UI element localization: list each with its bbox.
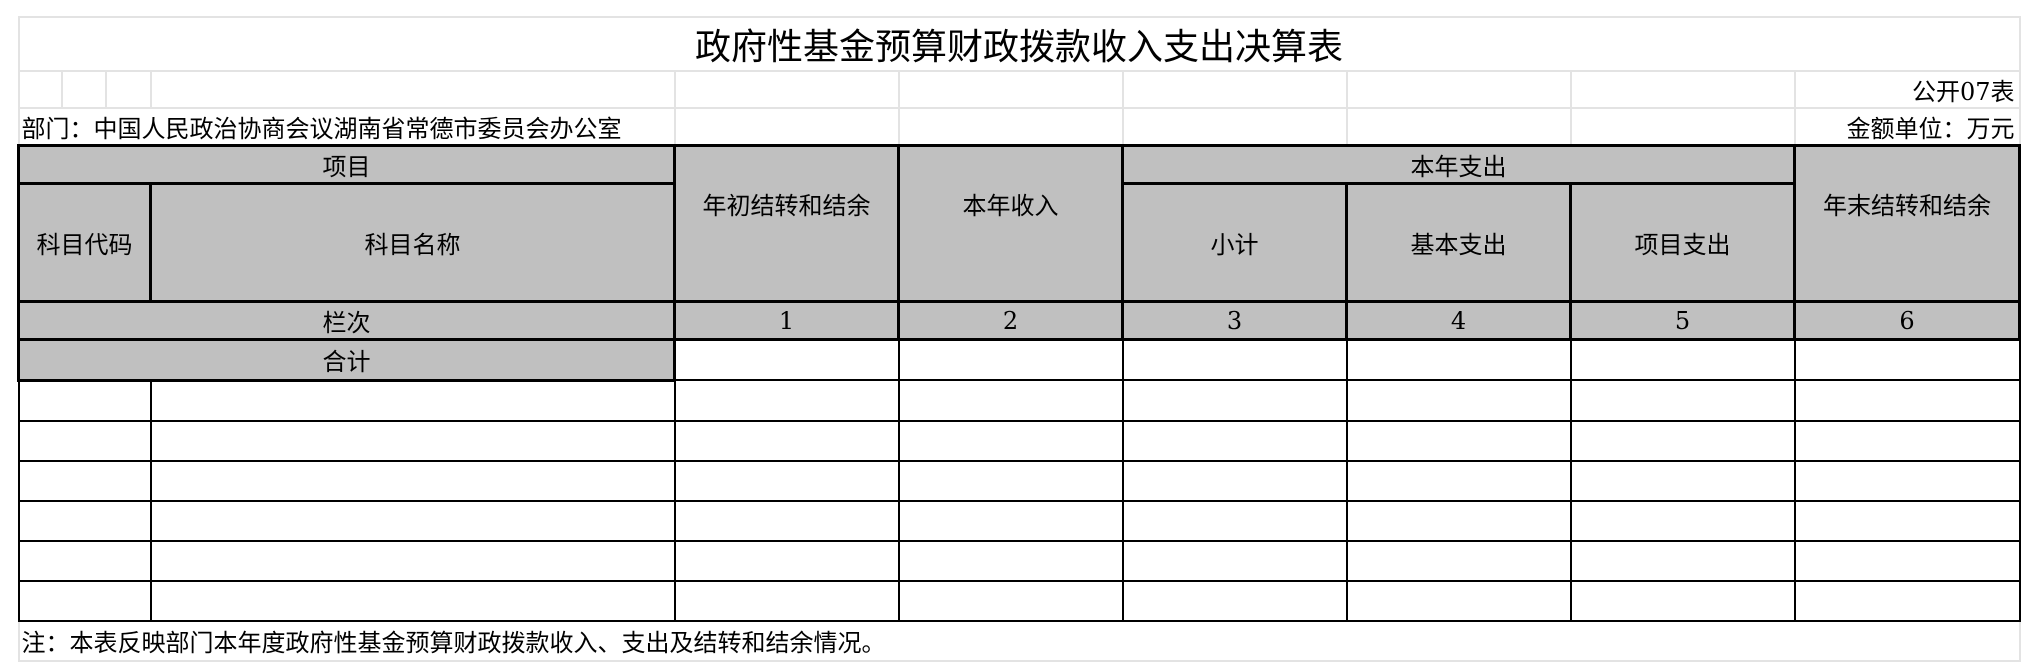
data-cell[interactable] xyxy=(1569,499,1796,542)
data-cell[interactable] xyxy=(1121,459,1348,502)
data-cell[interactable] xyxy=(673,459,900,502)
data-cell[interactable] xyxy=(897,419,1124,462)
empty-cell xyxy=(673,70,900,109)
header-subtotal: 小计 xyxy=(1121,182,1348,303)
data-cell[interactable] xyxy=(17,579,152,622)
empty-cell xyxy=(1121,107,1348,147)
total-row: 合计 xyxy=(17,338,2021,382)
data-cell[interactable] xyxy=(1345,459,1572,502)
data-cell[interactable] xyxy=(17,419,152,462)
data-cell[interactable] xyxy=(149,419,676,462)
header-closing-balance: 年末结转和结余 xyxy=(1793,144,2021,303)
header-subject-code: 科目代码 xyxy=(17,182,152,303)
header-item: 项目 xyxy=(17,144,676,185)
table-row xyxy=(17,579,2021,622)
empty-cell xyxy=(17,70,63,109)
budget-table: 政府性基金预算财政拨款收入支出决算表 公开07表 部门：中国人民政治协商会议湖南… xyxy=(17,16,2021,662)
data-cell[interactable] xyxy=(1121,539,1348,582)
data-cell[interactable] xyxy=(1793,379,2021,422)
data-cell[interactable] xyxy=(17,539,152,582)
total-label: 合计 xyxy=(17,338,676,382)
empty-cell xyxy=(1345,107,1572,147)
data-cell[interactable] xyxy=(1121,579,1348,622)
header-current-expense: 本年支出 xyxy=(1121,144,1796,185)
header-opening-balance: 年初结转和结余 xyxy=(673,144,900,303)
table-row xyxy=(17,459,2021,502)
table-row xyxy=(17,379,2021,422)
data-cell[interactable] xyxy=(1793,579,2021,622)
header-subject-name: 科目名称 xyxy=(149,182,676,303)
empty-cell xyxy=(1569,107,1796,147)
data-cell[interactable] xyxy=(1345,419,1572,462)
empty-cell xyxy=(1345,70,1572,109)
header-project-expense: 项目支出 xyxy=(1569,182,1796,303)
data-cell[interactable] xyxy=(1793,419,2021,462)
data-cell[interactable] xyxy=(149,499,676,542)
empty-cell xyxy=(1121,70,1348,109)
data-cell[interactable] xyxy=(1569,419,1796,462)
column-index-label: 栏次 xyxy=(17,300,676,341)
empty-cell xyxy=(673,107,900,147)
data-cell[interactable] xyxy=(897,539,1124,582)
total-cell[interactable] xyxy=(1121,338,1348,381)
column-number: 6 xyxy=(1793,300,2021,341)
department-label: 部门：中国人民政治协商会议湖南省常德市委员会办公室 xyxy=(17,107,676,147)
data-cell[interactable] xyxy=(149,539,676,582)
data-cell[interactable] xyxy=(897,379,1124,422)
total-cell[interactable] xyxy=(673,338,900,381)
data-cell[interactable] xyxy=(673,419,900,462)
total-cell[interactable] xyxy=(897,338,1124,381)
column-number: 5 xyxy=(1569,300,1796,341)
data-cell[interactable] xyxy=(1121,379,1348,422)
data-cell[interactable] xyxy=(1345,579,1572,622)
data-cell[interactable] xyxy=(1569,539,1796,582)
data-cell[interactable] xyxy=(673,539,900,582)
data-cell[interactable] xyxy=(1345,539,1572,582)
table-row xyxy=(17,419,2021,462)
column-number: 3 xyxy=(1121,300,1348,341)
data-cell[interactable] xyxy=(897,459,1124,502)
header-current-income: 本年收入 xyxy=(897,144,1124,303)
data-cell[interactable] xyxy=(1793,459,2021,502)
data-cell[interactable] xyxy=(17,499,152,542)
data-cell[interactable] xyxy=(17,379,152,422)
unit-label: 金额单位：万元 xyxy=(1793,107,2021,147)
data-cell[interactable] xyxy=(673,499,900,542)
empty-cell xyxy=(1569,70,1796,109)
data-cell[interactable] xyxy=(17,459,152,502)
data-cell[interactable] xyxy=(149,459,676,502)
empty-cell xyxy=(897,107,1124,147)
data-cell[interactable] xyxy=(149,379,676,422)
empty-cell xyxy=(104,70,152,109)
column-number: 1 xyxy=(673,300,900,341)
data-cell[interactable] xyxy=(1121,419,1348,462)
data-cell[interactable] xyxy=(1345,499,1572,542)
data-cell[interactable] xyxy=(673,379,900,422)
data-cell[interactable] xyxy=(1569,579,1796,622)
data-cell[interactable] xyxy=(149,579,676,622)
data-cell[interactable] xyxy=(897,499,1124,542)
data-cell[interactable] xyxy=(1345,379,1572,422)
data-cell[interactable] xyxy=(1793,499,2021,542)
column-number: 4 xyxy=(1345,300,1572,341)
empty-cell xyxy=(60,70,107,109)
table-row xyxy=(17,499,2021,542)
data-cell[interactable] xyxy=(1793,539,2021,582)
total-cell[interactable] xyxy=(1569,338,1796,381)
data-cell[interactable] xyxy=(1569,379,1796,422)
table-note: 注：本表反映部门本年度政府性基金预算财政拨款收入、支出及结转和结余情况。 xyxy=(17,619,2021,662)
table-row xyxy=(17,539,2021,582)
empty-cell xyxy=(149,70,676,109)
page-title: 政府性基金预算财政拨款收入支出决算表 xyxy=(17,16,2021,72)
empty-cell xyxy=(897,70,1124,109)
data-cell[interactable] xyxy=(897,579,1124,622)
column-number: 2 xyxy=(897,300,1124,341)
header-basic-expense: 基本支出 xyxy=(1345,182,1572,303)
data-cell[interactable] xyxy=(673,579,900,622)
data-cell[interactable] xyxy=(1121,499,1348,542)
total-cell[interactable] xyxy=(1793,338,2021,381)
data-cell[interactable] xyxy=(1569,459,1796,502)
total-cell[interactable] xyxy=(1345,338,1572,381)
form-code: 公开07表 xyxy=(1793,70,2021,109)
